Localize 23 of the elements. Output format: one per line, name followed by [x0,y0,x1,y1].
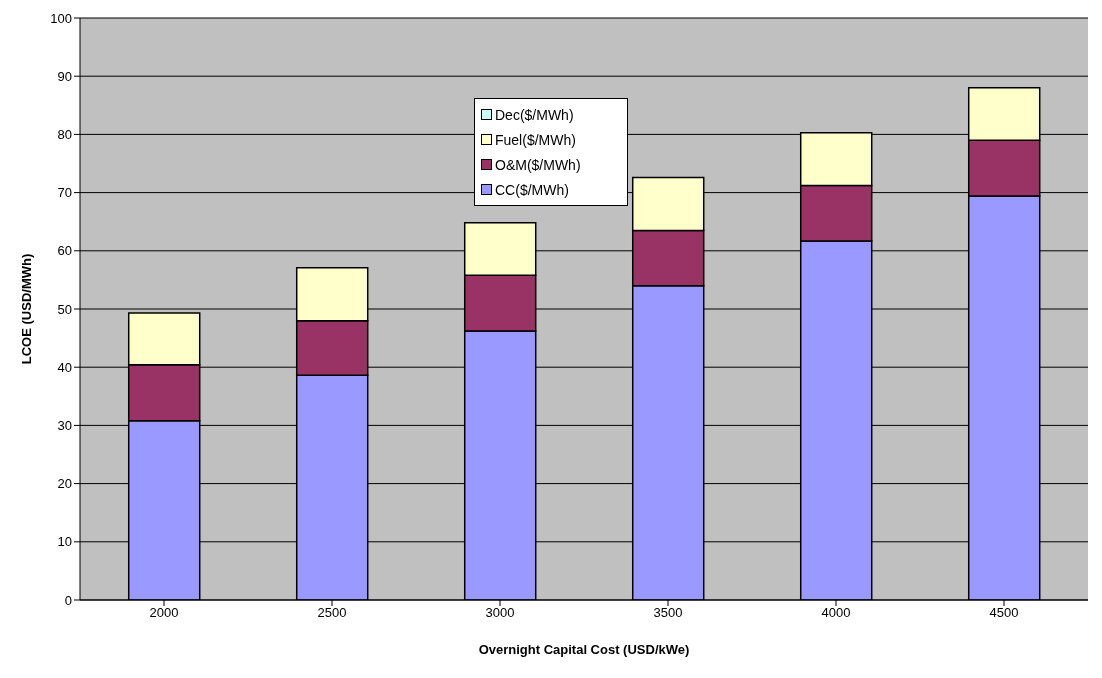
x-tick-label: 4500 [989,605,1019,621]
x-tick-label: 3000 [485,605,515,621]
y-tick-label: 50 [57,301,72,317]
y-tick-label: 100 [50,10,72,26]
legend-label: CC($/MWh) [495,181,569,198]
y-tick-label: 0 [64,592,72,608]
y-tick-label: 60 [57,243,72,259]
x-axis-title: Overnight Capital Cost (USD/kWe) [478,642,690,657]
y-tick-label: 80 [57,127,72,143]
x-tick-label: 2500 [317,605,347,621]
legend-label: Fuel($/MWh) [495,131,576,148]
y-tick-label: 20 [57,476,72,492]
y-axis-title: LCOE (USD/MWh) [18,253,34,365]
y-tick-label: 70 [57,185,72,201]
legend-label: Dec($/MWh) [495,106,574,123]
legend-label: O&M($/MWh) [495,156,581,173]
y-tick-label: 10 [57,534,72,550]
y-tick-label: 30 [57,418,72,434]
y-tick-label: 40 [57,359,72,375]
x-tick-label: 2000 [149,605,179,621]
y-tick-label: 90 [57,68,72,84]
x-tick-label: 4000 [821,605,851,621]
x-tick-label: 3500 [653,605,683,621]
